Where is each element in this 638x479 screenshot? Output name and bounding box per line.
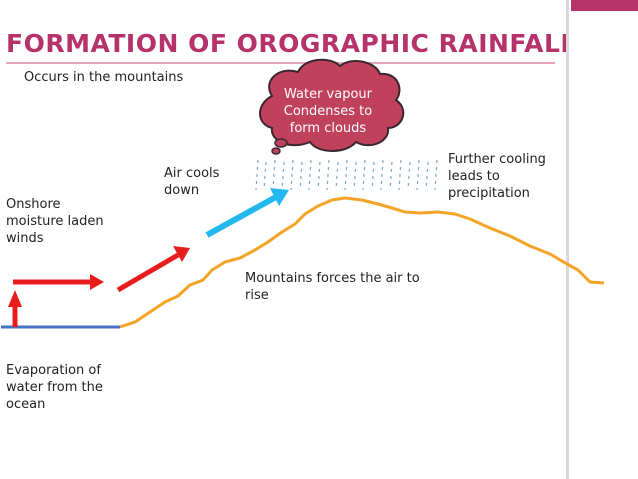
side-bar-stripe: [566, 0, 569, 479]
decorative-side-bar: [566, 0, 638, 479]
cloud-icon: [259, 58, 405, 155]
mountains-force-label: Mountains forces the air to rise: [245, 270, 420, 304]
up-arrow-icon: [8, 290, 22, 327]
page-title: FORMATION OF OROGRAPHIC RAINFALL: [6, 29, 577, 58]
side-bar-accent: [571, 0, 638, 11]
further-cooling-label: Further cooling leads to precipitation: [448, 151, 546, 202]
label-line: Air cools: [164, 166, 220, 181]
mountain-profile: [119, 196, 605, 329]
cloud-label-line: Water vapour: [283, 87, 372, 102]
label-line: leads to: [448, 169, 500, 184]
label-line: water from the: [6, 380, 103, 395]
air-cools-label: Air cools down: [164, 165, 219, 199]
subtitle: Occurs in the mountains: [24, 70, 184, 85]
label-line: Further cooling: [448, 152, 546, 167]
label-line: precipitation: [448, 186, 530, 201]
label-line: moisture laden: [6, 214, 104, 229]
onshore-winds-label: Onshore moisture laden winds: [6, 196, 104, 247]
cloud-label: Water vapour Condenses to form clouds: [268, 86, 388, 137]
right-arrow-icon: [13, 274, 104, 290]
cloud-label-line: Condenses to: [283, 104, 373, 119]
label-line: Evaporation of: [6, 363, 101, 378]
rain-icon: [255, 159, 438, 191]
label-line: Mountains forces the air to: [245, 271, 420, 286]
label-line: winds: [6, 231, 44, 246]
cool-air-arrow-icon: [205, 188, 289, 238]
label-line: Onshore: [6, 197, 61, 212]
rising-air-arrow-icon: [116, 246, 190, 293]
label-line: rise: [245, 288, 269, 303]
label-line: ocean: [6, 397, 46, 412]
label-line: down: [164, 183, 200, 198]
title-underline: [6, 62, 555, 64]
cloud-label-line: form clouds: [289, 121, 367, 136]
evaporation-label: Evaporation of water from the ocean: [6, 362, 103, 413]
